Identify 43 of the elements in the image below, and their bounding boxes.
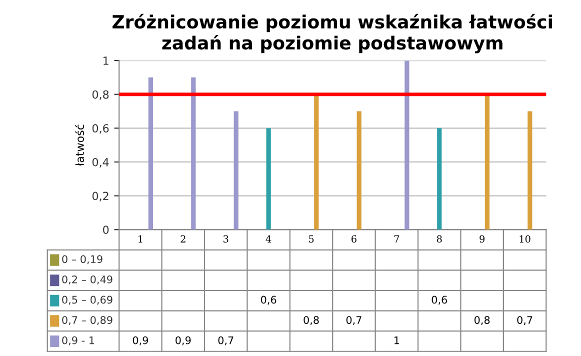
x-tick-label: 1: [138, 235, 142, 242]
y-tick-label: 1: [104, 56, 108, 65]
data-label: 0,7: [346, 316, 362, 326]
bar: [234, 111, 238, 230]
x-tick-label: 2: [180, 235, 186, 242]
data-label: 0,7: [517, 316, 532, 326]
data-label: 0,7: [218, 336, 234, 346]
y-tick-label: 0,8: [92, 90, 109, 100]
legend-label: 0,2 – 0,49: [62, 275, 112, 284]
bar: [437, 128, 442, 230]
data-label: 1: [394, 336, 400, 344]
x-tick-label: 8: [436, 235, 442, 243]
data-label: 0,8: [474, 316, 490, 326]
bar: [266, 128, 271, 230]
x-tick-label: 7: [394, 235, 400, 242]
legend-label: 0 – 0,19: [62, 255, 102, 264]
y-tick-label: 0,6: [92, 124, 109, 134]
data-label: 0,6: [260, 296, 276, 305]
legend-label: 0,5 – 0,69: [62, 296, 112, 305]
y-tick-label: 0,4: [92, 158, 109, 168]
x-tick-label: 5: [309, 235, 314, 243]
legend-label: 0,7 – 0,89: [62, 316, 112, 326]
x-tick-label: 4: [266, 235, 272, 242]
bar: [314, 94, 319, 230]
data-label: 0,8: [304, 316, 319, 326]
bar: [404, 60, 410, 230]
data-label: 0,9: [176, 336, 191, 346]
y-axis-title: łatwość: [74, 124, 84, 166]
y-tick-label: 0,2: [92, 192, 108, 202]
x-tick-label: 9: [480, 235, 485, 243]
x-tick-label: 6: [352, 235, 356, 243]
bar: [484, 94, 490, 230]
data-label: 0,9: [132, 336, 148, 346]
bar: [528, 111, 532, 230]
x-tick-label: 10: [520, 235, 530, 243]
data-label: 0,6: [432, 296, 448, 305]
bar: [148, 77, 154, 230]
chart-title: Zróżnicowanie poziomu wskaźnika łatwości zadań na poziomie podstawowym: [112, 14, 552, 54]
x-tick-label: 3: [224, 235, 228, 243]
legend-label: 0,9 - 1: [62, 336, 94, 346]
bar: [356, 111, 362, 230]
bar: [191, 77, 196, 230]
y-tick-label: 0: [103, 226, 109, 234]
